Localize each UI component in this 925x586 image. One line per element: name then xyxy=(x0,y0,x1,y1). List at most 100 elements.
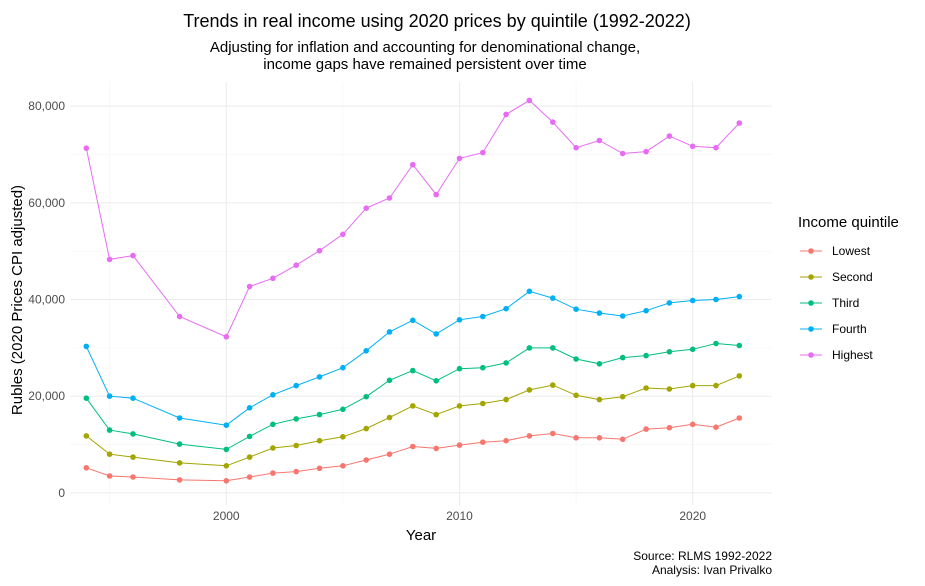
data-point-lowest xyxy=(713,424,719,431)
data-point-lowest xyxy=(386,451,393,458)
data-point-second xyxy=(689,382,696,389)
data-point-third xyxy=(550,345,556,351)
data-point-highest xyxy=(666,133,673,139)
data-point-third xyxy=(666,349,673,355)
data-point-lowest xyxy=(480,439,486,446)
data-point-lowest xyxy=(340,463,346,469)
data-point-second xyxy=(363,425,370,432)
y-axis-title: Rubles (2020 Prices CPI adjusted) xyxy=(9,185,26,415)
data-point-second xyxy=(340,434,346,440)
data-point-fourth xyxy=(666,300,673,306)
data-point-fourth xyxy=(340,364,346,371)
data-point-second xyxy=(596,396,603,403)
data-point-third xyxy=(619,354,626,361)
legend-title: Income quintile xyxy=(798,214,899,231)
data-point-fourth xyxy=(643,307,649,314)
data-point-third xyxy=(503,360,509,366)
data-point-highest xyxy=(246,283,253,290)
data-point-second xyxy=(456,403,463,409)
series-fourth xyxy=(83,288,743,429)
data-point-third xyxy=(223,446,230,453)
legend-label: Third xyxy=(832,296,859,310)
data-point-highest xyxy=(480,149,486,156)
data-point-third xyxy=(340,406,346,413)
data-point-fourth xyxy=(550,295,556,301)
data-point-fourth xyxy=(386,329,393,335)
data-point-lowest xyxy=(316,465,323,472)
data-point-highest xyxy=(270,275,276,282)
data-point-lowest xyxy=(83,465,90,471)
series-line-highest xyxy=(85,99,740,338)
data-point-lowest xyxy=(736,415,743,421)
data-point-third xyxy=(643,352,649,359)
data-point-third xyxy=(713,340,719,347)
chart-title: Trends in real income using 2020 prices … xyxy=(183,11,691,31)
legend-label: Fourth xyxy=(832,322,867,336)
data-point-highest xyxy=(736,120,743,126)
data-point-fourth xyxy=(503,305,509,312)
data-point-second xyxy=(433,411,440,418)
data-point-lowest xyxy=(456,442,463,448)
y-tick-label: 40,000 xyxy=(28,293,65,307)
legend-item-second: Second xyxy=(800,270,873,284)
data-point-lowest xyxy=(550,430,556,437)
data-point-highest xyxy=(410,161,416,168)
series-lowest xyxy=(83,415,743,484)
data-point-third xyxy=(293,416,300,422)
y-tick-label: 0 xyxy=(58,486,65,500)
series-line-lowest xyxy=(86,417,740,482)
series-layer xyxy=(83,97,743,484)
data-point-fourth xyxy=(619,313,626,319)
data-point-lowest xyxy=(363,457,370,463)
data-point-second xyxy=(293,442,300,449)
data-point-lowest xyxy=(130,474,136,480)
data-point-fourth xyxy=(596,310,603,316)
data-point-third xyxy=(176,441,183,447)
data-point-second xyxy=(736,373,743,379)
data-point-lowest xyxy=(223,478,230,484)
data-point-third xyxy=(316,411,323,418)
data-point-lowest xyxy=(293,468,300,475)
y-axis-ticks: 0 20,000 40,000 60,000 80,000 xyxy=(28,99,65,500)
legend-key-point xyxy=(808,352,814,358)
legend-key-point xyxy=(808,248,814,254)
data-point-third xyxy=(433,378,440,384)
legend-item-fourth: Fourth xyxy=(800,322,867,336)
legend-key-point xyxy=(808,274,814,280)
data-point-fourth xyxy=(176,415,183,421)
caption-source: Source: RLMS 1992-2022 xyxy=(633,549,772,563)
data-point-highest xyxy=(573,144,579,151)
legend-key-point xyxy=(808,300,814,306)
data-point-highest xyxy=(503,111,509,118)
series-line-second xyxy=(85,375,740,467)
data-point-third xyxy=(736,342,743,349)
data-point-third xyxy=(456,365,463,372)
data-point-second xyxy=(246,454,253,460)
data-point-lowest xyxy=(619,436,626,443)
data-point-third xyxy=(596,361,603,367)
data-point-lowest xyxy=(270,470,276,476)
data-point-highest xyxy=(526,97,533,104)
data-point-fourth xyxy=(363,348,370,354)
data-point-second xyxy=(176,460,183,466)
data-point-fourth xyxy=(480,313,486,320)
data-point-second xyxy=(643,385,649,391)
chart-subtitle-line-2: income gaps have remained persistent ove… xyxy=(263,56,587,73)
data-point-highest xyxy=(713,144,719,151)
y-tick-label: 80,000 xyxy=(28,99,65,113)
x-tick-label: 2020 xyxy=(679,509,706,523)
data-point-second xyxy=(573,392,579,399)
legend-key-point xyxy=(808,326,814,332)
data-point-second xyxy=(410,403,416,409)
data-point-second xyxy=(666,386,673,392)
data-point-lowest xyxy=(596,435,603,441)
legend-item-third: Third xyxy=(800,296,859,310)
data-point-third xyxy=(526,345,533,351)
data-point-fourth xyxy=(106,393,113,400)
data-point-highest xyxy=(130,252,136,259)
data-point-fourth xyxy=(433,331,440,337)
data-point-third xyxy=(410,367,416,374)
data-point-highest xyxy=(340,231,346,238)
data-point-lowest xyxy=(526,433,533,439)
data-point-fourth xyxy=(246,405,253,411)
